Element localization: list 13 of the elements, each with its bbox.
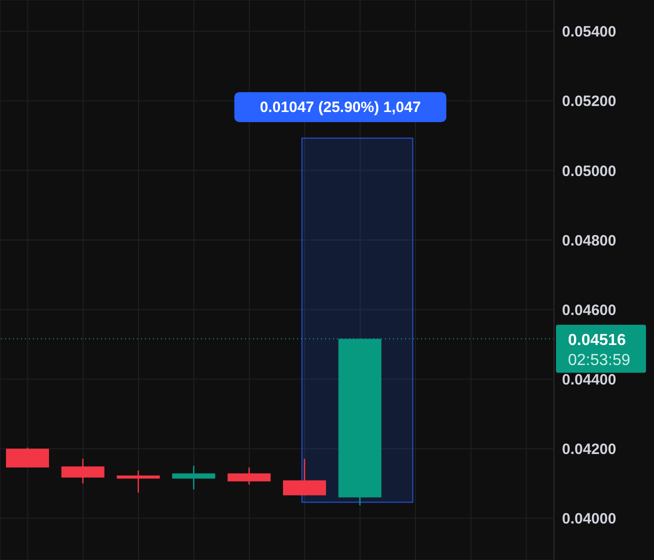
y-tick-label: 0.04000 — [562, 510, 616, 528]
band-label: 0.01047 (25.90%) 1,047 — [260, 99, 421, 116]
y-tick-label: 0.05400 — [562, 24, 616, 41]
candlestick — [116, 470, 160, 494]
y-tick-label: 0.05200 — [562, 93, 616, 110]
y-tick-label: 0.04800 — [562, 232, 616, 250]
y-tick-label: 0.04600 — [562, 302, 616, 319]
y-tick-label: 0.05000 — [562, 162, 616, 180]
y-tick-label: 0.04400 — [562, 371, 616, 388]
ref-line-label: 0.04516 — [568, 332, 626, 349]
y-tick-label: 0.04200 — [562, 441, 616, 458]
candlestick — [172, 465, 216, 490]
text: 02:53:59 — [568, 352, 630, 369]
